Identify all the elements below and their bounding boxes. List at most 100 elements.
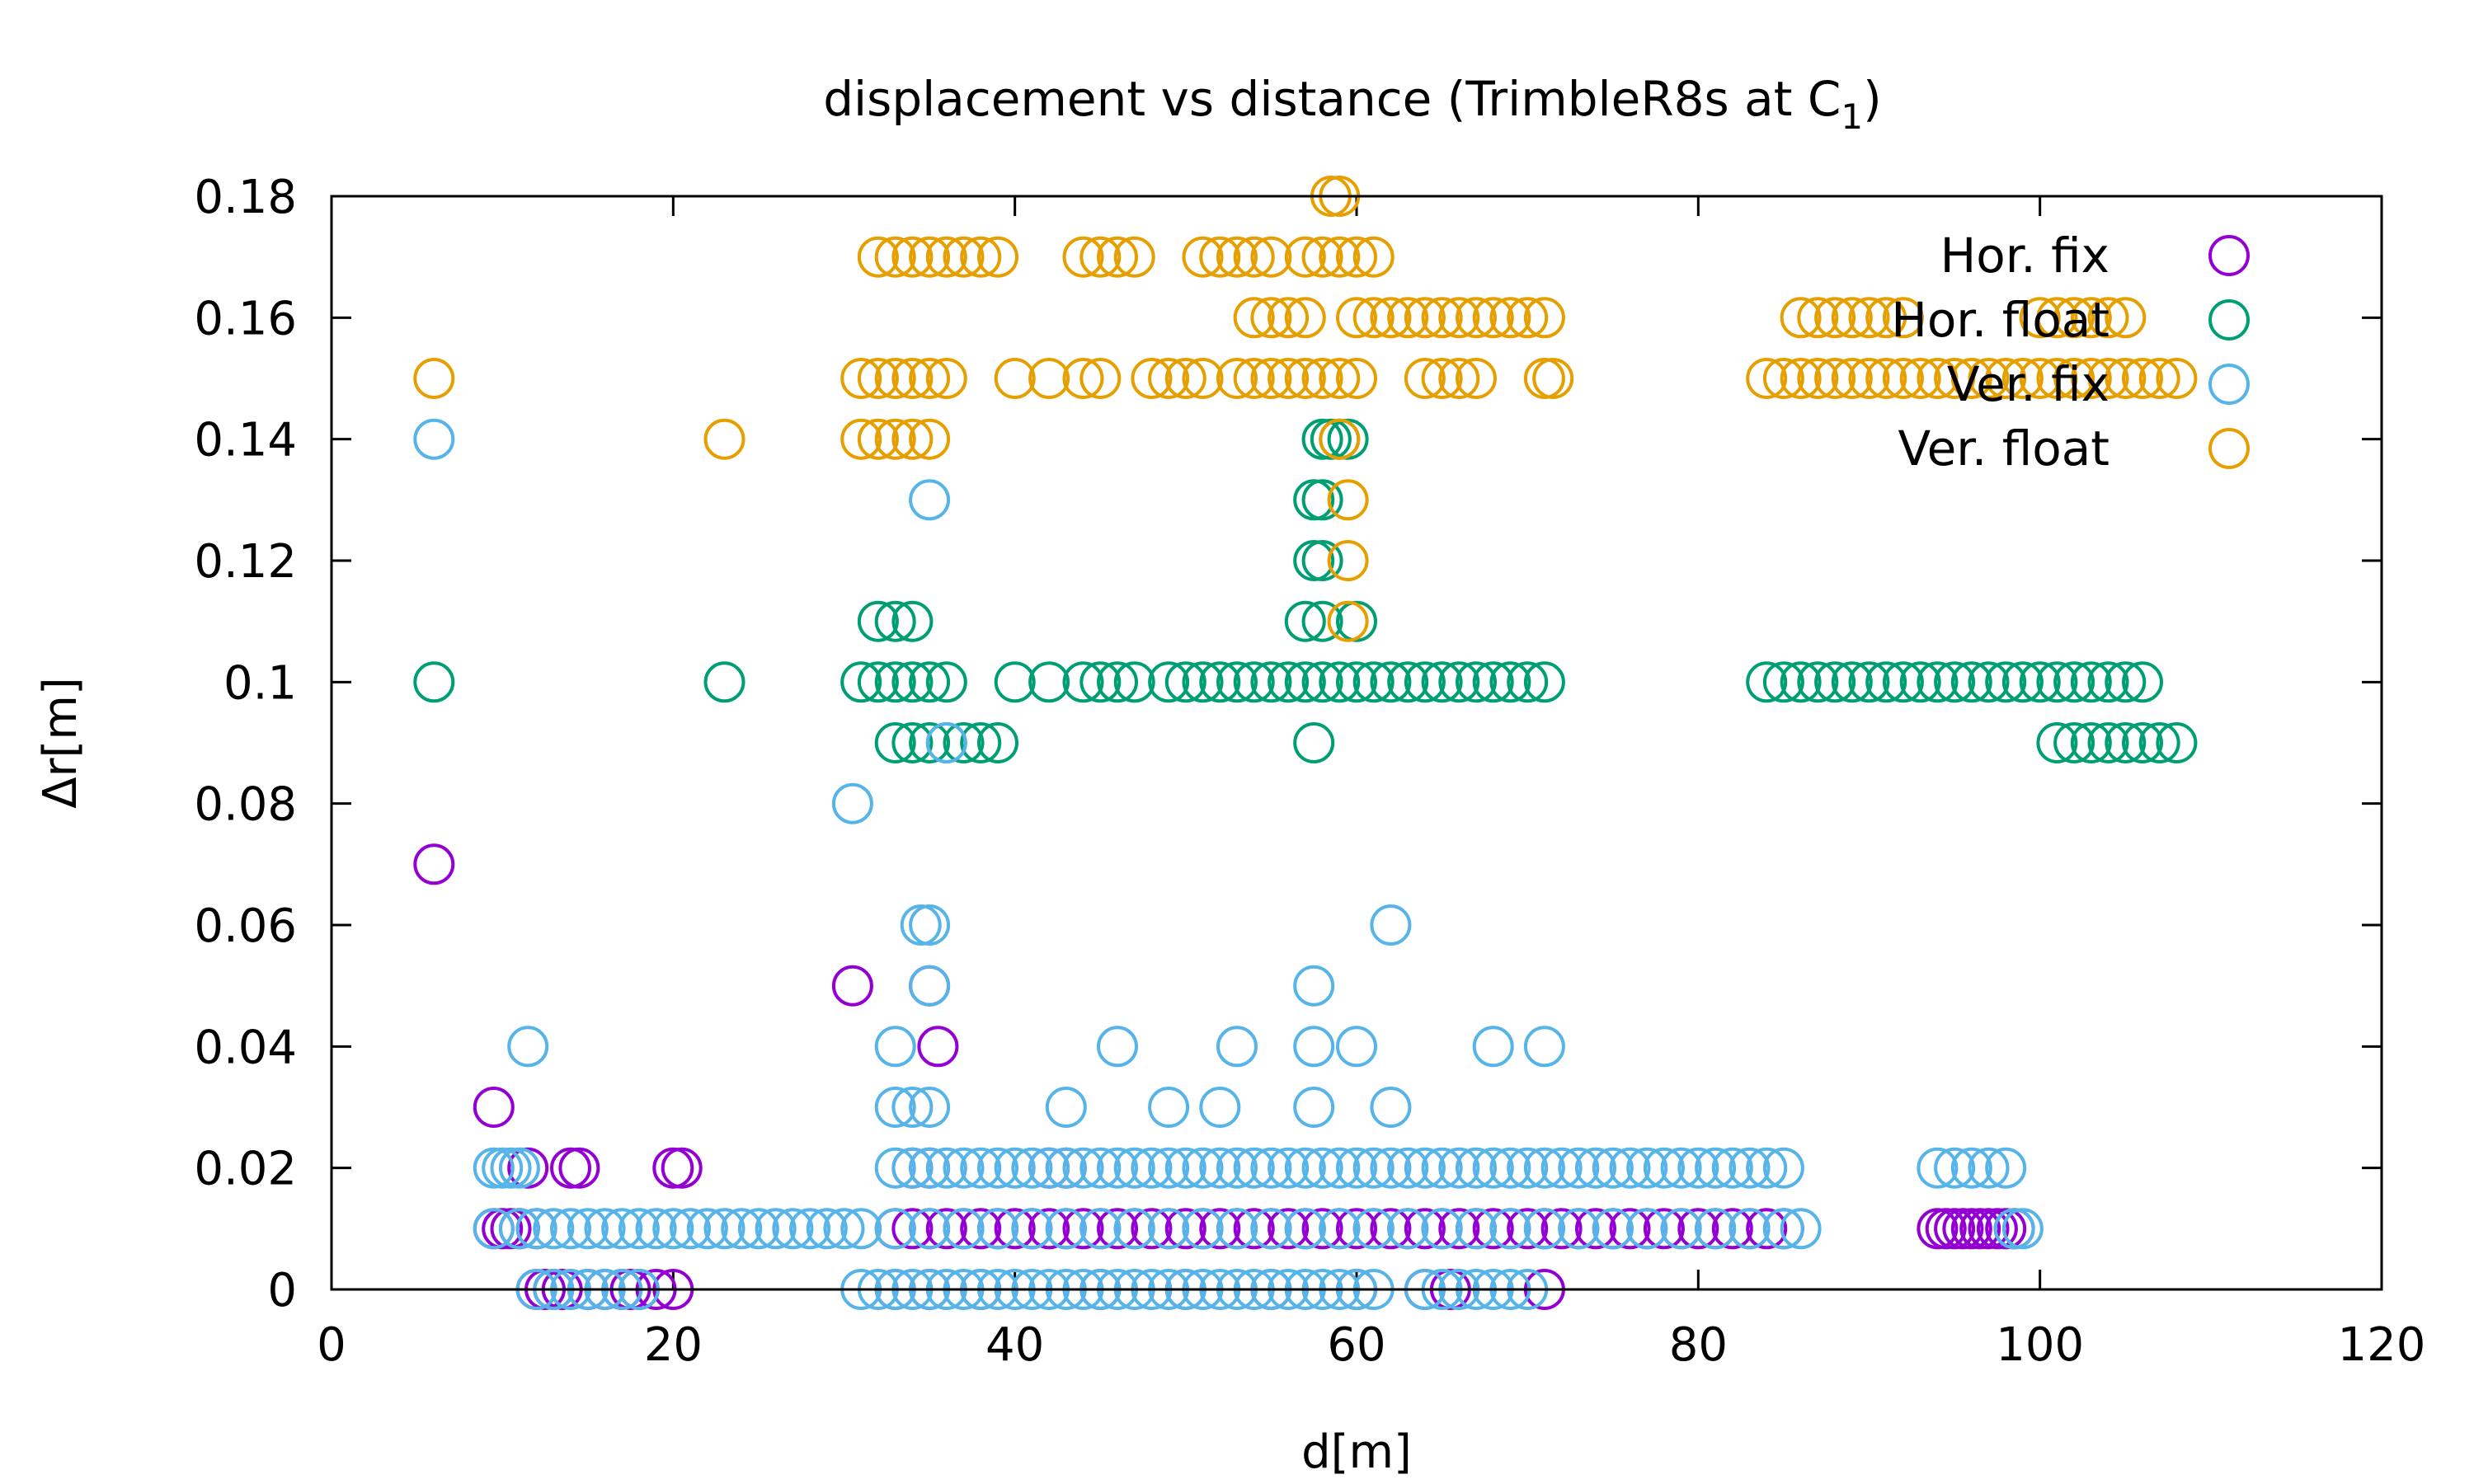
data-point [1028,1208,1070,1250]
legend-label: Hor. float [1891,292,2109,348]
data-point [1404,358,1446,399]
data-point [1268,1147,1310,1189]
data-point [1438,1147,1480,1189]
data-point [1370,1147,1412,1189]
data-point [1284,1147,1326,1189]
data-point [1456,1147,1497,1189]
data-point [1456,297,1497,339]
data-point [960,236,1002,278]
data-point [1199,1087,1241,1128]
data-point [1336,1208,1377,1250]
data-point [584,1208,626,1250]
y-tick-label: 0.04 [194,1021,297,1074]
data-point [1387,1208,1429,1250]
data-point [1319,661,1361,703]
data-point [670,1208,711,1250]
data-point [874,661,916,703]
data-point [1327,600,1369,642]
data-point [891,661,934,703]
data-point [891,418,934,460]
data-point [2070,297,2112,339]
data-point [1882,297,1924,339]
data-point [1301,479,1343,521]
data-point [1268,297,1310,339]
data-point [1164,1208,1206,1250]
data-point [1848,358,1890,399]
data-point [1950,358,1992,399]
data-point [550,1208,591,1250]
data-point [1370,297,1412,339]
data-point [1352,1208,1395,1250]
y-tick-label: 0.18 [194,171,297,224]
data-point [1233,1147,1275,1189]
data-point [909,479,951,521]
data-point [2001,358,2044,399]
data-point [1182,358,1224,399]
data-point [1540,1147,1583,1189]
data-point [1336,1147,1377,1189]
data-point [891,722,934,763]
data-point [1404,297,1446,339]
data-point [1523,1147,1565,1189]
data-point [1507,297,1549,339]
data-point [2001,661,2044,703]
data-point [977,236,1018,278]
legend-label: Ver. fix [1947,356,2109,412]
data-point [1182,661,1224,703]
x-tick-label: 100 [1996,1318,2084,1372]
data-point [1472,1026,1514,1068]
data-point [1352,1147,1395,1189]
data-point [1797,297,1839,339]
data-point [1148,1208,1190,1250]
data-point [1959,1208,2001,1250]
data-point [1387,297,1429,339]
data-point [1609,1147,1651,1189]
data-point [2087,722,2129,763]
data-point [960,1147,1002,1189]
data-point [1336,236,1377,278]
data-point [789,1208,831,1250]
data-point [1626,1147,1668,1189]
legend: Hor. fix Hor. float Ver. fix Ver. float [1891,228,2250,477]
data-point [2070,358,2112,399]
data-point [1780,297,1822,339]
data-point [2019,358,2061,399]
data-point [840,661,882,703]
data-point [1370,661,1412,703]
y-tick-label: 0.02 [194,1143,297,1196]
data-point [909,1087,951,1128]
data-point [840,358,882,399]
data-point [1831,661,1873,703]
data-point [1421,1208,1463,1250]
data-point [1934,1147,1976,1189]
chart-title-close: ) [1863,71,1882,127]
data-point [473,1147,515,1189]
data-point [1523,297,1565,339]
data-point [1643,1147,1685,1189]
data-point [1985,661,2027,703]
data-point [703,418,745,460]
data-point [925,236,967,278]
data-point [1113,1147,1155,1189]
data-point [943,236,985,278]
data-point [1985,1147,2027,1189]
data-point [1293,479,1335,521]
data-point [2122,358,2163,399]
data-point [1113,236,1155,278]
data-point [482,1147,524,1189]
data-point [1045,1147,1087,1189]
data-point [515,1208,557,1250]
data-point [1028,1147,1070,1189]
data-point [1062,661,1104,703]
data-point [874,418,916,460]
data-point [1882,661,1924,703]
data-point [1456,1208,1497,1250]
data-point [977,722,1018,763]
data-point [2105,297,2147,339]
data-point [925,722,967,763]
data-point [482,1208,524,1250]
data-point [1831,358,1873,399]
data-point [1831,297,1873,339]
data-point [1293,722,1335,763]
data-point [2122,661,2163,703]
